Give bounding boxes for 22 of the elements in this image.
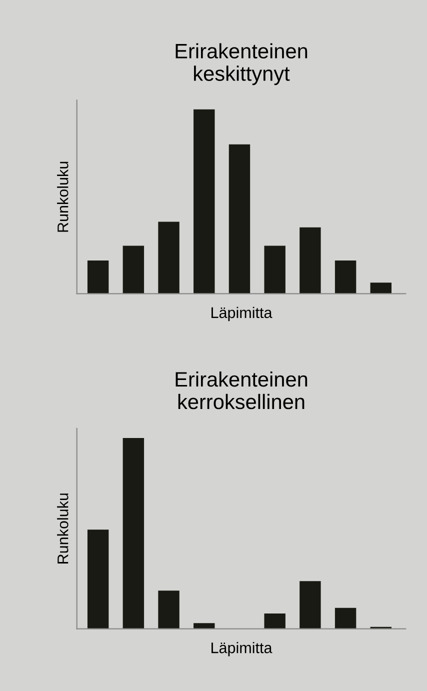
bar <box>264 246 286 294</box>
bar <box>87 530 109 629</box>
bar <box>264 614 286 629</box>
bar <box>158 222 180 294</box>
y-axis-title: Runkoluku <box>57 162 68 232</box>
y-axis-title: Runkoluku <box>57 494 68 564</box>
x-axis-title: Läpimitta <box>212 306 272 322</box>
bar <box>228 144 250 294</box>
bar <box>300 581 321 629</box>
bar <box>158 590 180 629</box>
bar <box>194 109 215 294</box>
bar <box>194 623 215 629</box>
chart-title: Erirakenteinen keskittynyt <box>176 43 308 86</box>
bar <box>87 260 109 294</box>
x-axis-title: Läpimitta <box>212 642 272 656</box>
bar <box>334 260 356 294</box>
bar <box>122 438 144 629</box>
bar <box>300 227 321 294</box>
chart-title: Erirakenteinen kerroksellinen <box>176 371 308 410</box>
bar <box>370 282 392 294</box>
bar <box>122 246 144 294</box>
bar <box>334 608 356 629</box>
